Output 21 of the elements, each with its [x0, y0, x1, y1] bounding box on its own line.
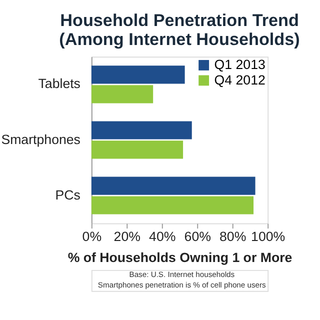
y-tick-label: PCs [55, 187, 81, 202]
legend-label: Q4 2012 [214, 72, 266, 88]
x-tick-label: 80% [220, 228, 246, 244]
bar [91, 121, 192, 140]
text: Base: U.S. Internet households [129, 270, 235, 280]
bar [91, 176, 256, 195]
legend-label: Q1 2013 [214, 57, 266, 72]
x-tick-label: 60% [184, 228, 212, 244]
x-axis-title: % of Households Owning 1 or More [68, 250, 292, 265]
x-tick-label: 20% [114, 228, 141, 244]
bar [91, 140, 184, 159]
x-tick-label: 40% [149, 228, 176, 244]
y-tick-label: Smartphones [1, 132, 81, 147]
text: Smartphones penetration is % of cell phone users [98, 280, 266, 290]
x-tick-label: 100% [251, 228, 286, 244]
y-tick-label: Tablets [38, 76, 81, 92]
bar [91, 66, 185, 84]
chart-title: Household Penetration Trend (Among Internet Households) [59, 10, 300, 50]
bar [91, 196, 254, 214]
bar [91, 85, 154, 104]
x-tick-label: 0% [82, 228, 102, 244]
